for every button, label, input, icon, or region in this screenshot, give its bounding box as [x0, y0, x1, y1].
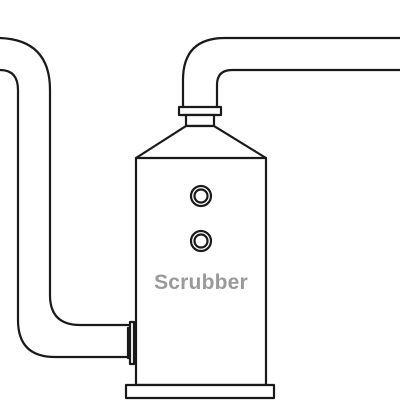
outlet-flange-neck [184, 113, 216, 128]
porthole-lower-inner [193, 233, 209, 249]
inlet-flange-collar [128, 320, 136, 366]
outlet-pipe-outer-wall [181, 36, 400, 109]
porthole-lower-outer [189, 229, 213, 253]
porthole-upper-inner [193, 188, 209, 204]
outlet-pipe-inner-wall [215, 68, 400, 109]
vessel-body [134, 124, 268, 387]
inlet-pipe-outer-wall [0, 36, 132, 327]
inlet-pipe-inner-wall [0, 68, 132, 359]
vessel-base [124, 383, 276, 400]
outlet-flange [177, 105, 223, 117]
vessel-label: Scrubber [154, 271, 248, 294]
porthole-upper-outer [189, 184, 213, 208]
